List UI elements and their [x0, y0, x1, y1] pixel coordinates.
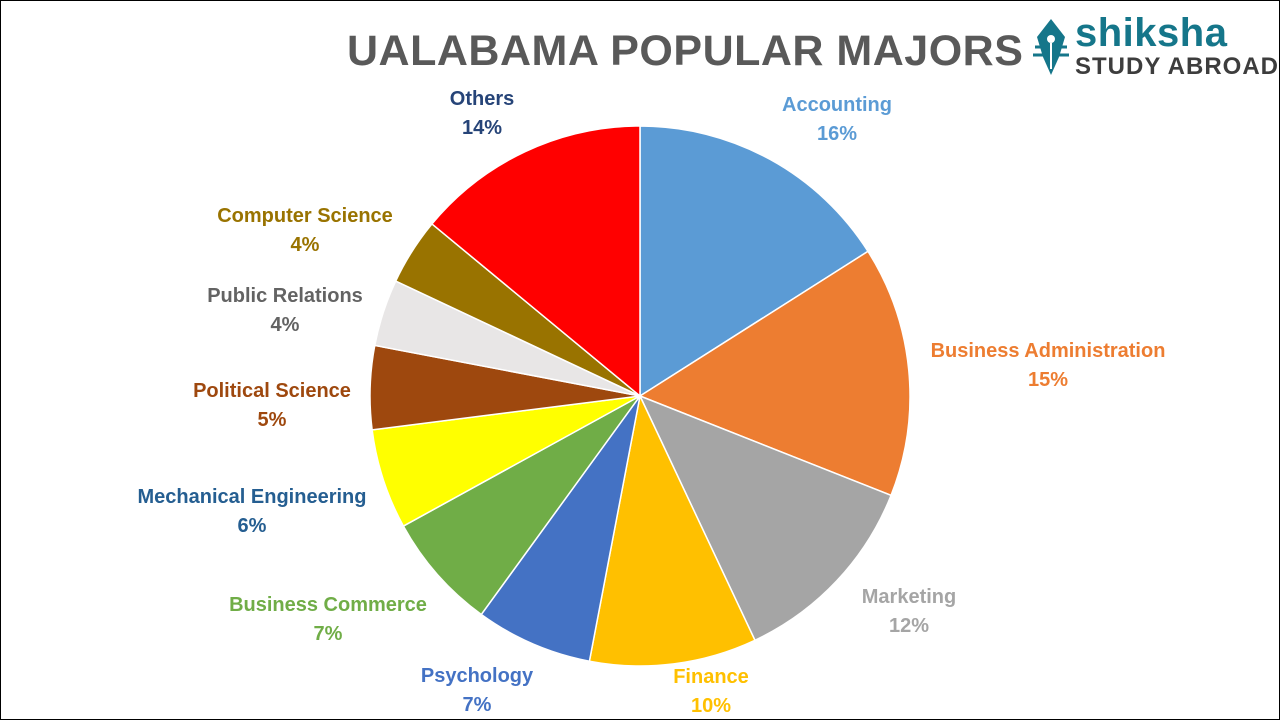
data-label-business-commerce: Business Commerce 7%	[229, 591, 427, 649]
data-label-value: 15%	[1027, 369, 1069, 391]
data-label-marketing: Marketing 12%	[862, 583, 956, 641]
data-label-category: Finance	[673, 666, 749, 688]
data-label-finance: Finance 10%	[673, 663, 749, 719]
data-label-category: Others	[449, 88, 515, 110]
pie-slice-others	[430, 125, 641, 398]
pie-slice-psychology	[480, 395, 641, 663]
data-label-others: Others 14%	[450, 85, 514, 143]
data-label-political-science: Political Science 5%	[193, 377, 351, 435]
data-label-value: 4%	[290, 234, 320, 256]
logo-tagline: STUDY ABROAD	[1075, 53, 1280, 80]
data-label-business-administration: Business Administration 15%	[931, 337, 1166, 395]
data-label-category: Accounting	[782, 94, 892, 116]
chart-title: UALABAMA POPULAR MAJORS	[347, 27, 1024, 75]
pie-slice-accounting	[639, 125, 870, 398]
data-label-public-relations: Public Relations 4%	[207, 282, 363, 340]
shiksha-logo: shiksha STUDY ABROAD	[1029, 11, 1278, 81]
data-label-category: Business Commerce	[229, 594, 427, 616]
data-label-psychology: Psychology 7%	[420, 662, 534, 719]
data-label-value: 6%	[237, 515, 267, 537]
data-label-category: Business Administration	[930, 340, 1166, 362]
pie-slice-business-commerce	[402, 395, 641, 616]
pen-nib-icon	[1033, 19, 1069, 75]
data-label-value: 5%	[257, 409, 287, 431]
data-label-category: Psychology	[420, 665, 534, 687]
logo-wordmark: shiksha	[1075, 11, 1228, 55]
data-label-value: 7%	[313, 623, 343, 645]
data-label-accounting: Accounting 16%	[782, 91, 892, 149]
data-label-value: 4%	[270, 314, 300, 336]
data-label-value: 7%	[462, 694, 492, 716]
data-label-value: 14%	[461, 117, 503, 139]
data-label-value: 16%	[816, 123, 858, 145]
data-label-category: Political Science	[193, 380, 351, 402]
pie-slice-finance	[588, 393, 756, 667]
data-label-value: 10%	[690, 695, 732, 717]
data-label-category: Mechanical Engineering	[137, 486, 367, 508]
pie-slice-marketing	[638, 394, 893, 642]
data-label-category: Computer Science	[217, 205, 393, 227]
data-label-category: Marketing	[861, 586, 957, 608]
data-label-category: Public Relations	[207, 285, 363, 307]
pie-slice-business-administration	[638, 250, 911, 497]
data-label-value: 12%	[888, 615, 930, 637]
data-label-mechanical-engineering: Mechanical Engineering 6%	[138, 483, 367, 541]
data-label-computer-science: Computer Science 4%	[217, 202, 393, 260]
